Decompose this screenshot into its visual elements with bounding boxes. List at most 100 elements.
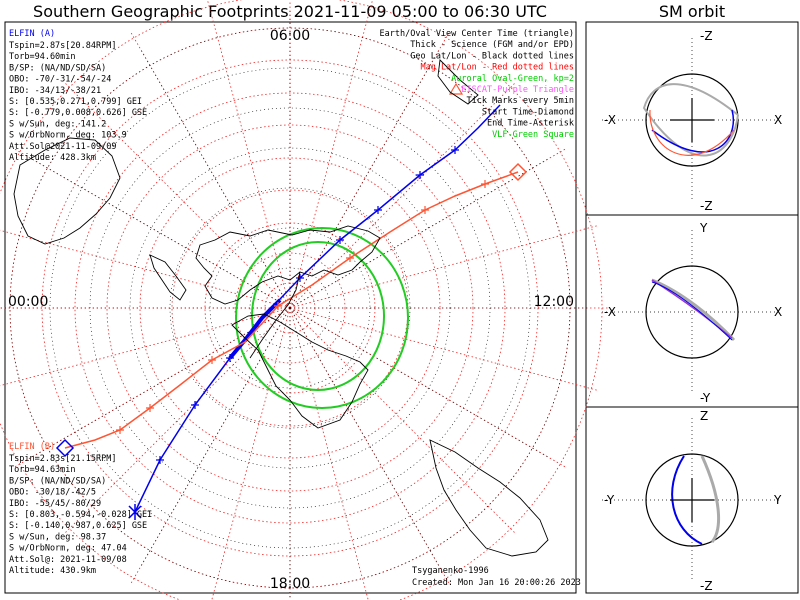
antarctica-coast xyxy=(195,225,381,305)
elfin-a-tick xyxy=(226,354,234,362)
auroral-oval-outer xyxy=(235,227,409,409)
mag-lon-line xyxy=(211,307,291,600)
islands-coast xyxy=(437,59,479,105)
orbit-axis-label: -Z xyxy=(700,199,713,213)
info-line: S w/OrbNorm, deg: 47.04 xyxy=(9,544,127,554)
orbit-panel: Z -Y Y -Z xyxy=(602,409,782,593)
info-line: Tspin=2.83s[21.15RPM] xyxy=(9,454,116,464)
elfin-a-tick xyxy=(156,456,164,464)
orbit-blue xyxy=(671,455,703,545)
orbit-axis-label: -Y xyxy=(700,391,711,405)
sm-orbit-title: SM orbit xyxy=(659,2,725,21)
legend-item: Earth/Oval View Center Time (triangle) xyxy=(380,29,574,39)
legend: Earth/Oval View Center Time (triangle)Th… xyxy=(380,29,574,140)
hour-label-left: 00:00 xyxy=(8,294,48,310)
sm-orbit-panels: -Z -X X -Z Y -X X -Y Z -Y Y -Z xyxy=(602,29,782,593)
legend-item: EISCAT-Purple Triangle xyxy=(461,85,574,95)
legend-item: VLF-Green Square xyxy=(492,130,574,140)
elfin-b-tick xyxy=(146,404,154,412)
info-line: S w/OrbNorm, deg: 103.9 xyxy=(9,131,127,141)
mag-lat-circle xyxy=(234,252,346,364)
info-line: S: [-0.140,0.987,0.625] GSE xyxy=(9,521,147,531)
elfin-a-end-asterisk xyxy=(128,504,142,520)
mag-lon-line xyxy=(0,307,291,387)
hour-label-top: 06:00 xyxy=(270,28,310,44)
elfin-a-tick xyxy=(296,274,304,282)
mag-lon-line xyxy=(289,224,600,309)
legend-item: Geo Lat/Lon - Black dotted lines xyxy=(410,51,574,61)
elfin-b-tick xyxy=(346,254,354,262)
auroral-oval-inner xyxy=(251,241,385,391)
australia-coast xyxy=(13,137,121,245)
geo-lon-line xyxy=(139,307,291,568)
info-line: S: [-0.779,0.008,0.626] GSE xyxy=(9,108,147,118)
legend-item: End Time-Asterisk xyxy=(487,119,574,129)
hour-label-bottom: 18:00 xyxy=(270,576,310,592)
south-america-coast xyxy=(231,313,369,429)
orbit-gray xyxy=(642,83,739,157)
info-line: Att.Sol@: 2021-11-09/08 xyxy=(9,555,127,565)
info-line: OBO: -70/-31/-54/-24 xyxy=(9,75,111,85)
elfin-a-science-segment xyxy=(228,298,282,360)
info-line: Tspin=2.87s[20.84RPM] xyxy=(9,41,116,51)
elfin-b-tick xyxy=(481,180,489,188)
elfin-a-tick xyxy=(374,206,382,214)
elfin-b-info: ELFIN (B) Tspin=2.83s[21.15RPM]Torb=94.63… xyxy=(9,442,152,576)
new-zealand-coast xyxy=(149,254,187,301)
map-frame xyxy=(4,21,577,594)
info-line: Torb=94.60min xyxy=(9,52,76,62)
mag-lon-line xyxy=(289,0,373,309)
view-center-triangle xyxy=(448,82,464,95)
info-line: Altitude: 430.9km xyxy=(9,566,96,576)
orbit-axis-label: -X xyxy=(604,113,616,127)
info-line: IBO: -34/13/-38/21 xyxy=(9,86,101,96)
mag-lon-line xyxy=(289,307,369,600)
legend-item: Mag Lat/Lon - Red dotted lines xyxy=(420,63,574,73)
orbit-gray xyxy=(700,455,721,543)
info-line: Altitude: 428.3km xyxy=(9,153,96,163)
legend-item: Thick - Science (FGM and/or EPD) xyxy=(410,40,574,50)
orbit-axis-label: X xyxy=(774,113,782,127)
orbit-axis-label: X xyxy=(774,305,782,319)
orbit-panel-3-frame xyxy=(585,406,799,594)
elfin-a-info: ELFIN (A) Tspin=2.87s[20.84RPM]Torb=94.60… xyxy=(9,29,147,163)
elfin-a-tick xyxy=(336,236,344,244)
elfin-a-tick xyxy=(416,171,424,179)
orbit-orange xyxy=(649,109,735,156)
mag-lat-circle xyxy=(106,124,474,492)
info-line: Att.Sol@2021-11-09/09 xyxy=(9,142,116,152)
info-line: B/SP: (NA/ND/SD/SA) xyxy=(9,476,106,486)
orbit-blue xyxy=(651,109,734,153)
info-line: S: [0.803,-0.594,-0.028] GEI xyxy=(9,510,152,520)
orbit-panel: -Z -X X -Z xyxy=(602,29,782,213)
mag-lon-line xyxy=(207,0,291,309)
mag-lat-circle xyxy=(139,157,441,459)
polar-map xyxy=(0,0,610,600)
info-line: S: [0.535,0.271,0.799] GEI xyxy=(9,97,142,107)
info-heading: ELFIN (B) xyxy=(9,442,55,452)
elfin-b-end-diamond xyxy=(508,162,528,182)
orbit-gray xyxy=(651,278,736,342)
credit: Tsyganenko-1996 xyxy=(412,566,489,576)
mag-lon-line xyxy=(289,307,517,535)
hour-label-right: 12:00 xyxy=(534,294,574,310)
geo-lon-line xyxy=(289,157,550,309)
orbit-axis-label: -X xyxy=(604,305,616,319)
antarctic-peninsula xyxy=(249,271,301,359)
elfin-b-start-diamond xyxy=(55,438,75,458)
info-line: S w/Sun, deg: 141.2 xyxy=(9,119,106,129)
info-line: OBO: -30/18/-42/5 xyxy=(9,488,96,498)
elfin-b-tick xyxy=(116,426,124,434)
orbit-axis-label: -Z xyxy=(700,579,713,593)
created-timestamp: Created: Mon Jan 16 20:00:26 2023 xyxy=(412,578,581,588)
elfin-a-track xyxy=(134,104,501,513)
legend-item: Tick Marks every 5min xyxy=(467,96,574,106)
legend-item: Auroral Oval-Green, kp=2 xyxy=(451,74,574,84)
orbit-panel: Y -X X -Y xyxy=(602,221,782,405)
orbit-axis-label: Y xyxy=(699,221,708,235)
earth-circle xyxy=(645,265,739,359)
elfin-b-track xyxy=(64,171,519,449)
geo-lon-line xyxy=(289,307,550,459)
elfin-a-tick xyxy=(191,401,199,409)
